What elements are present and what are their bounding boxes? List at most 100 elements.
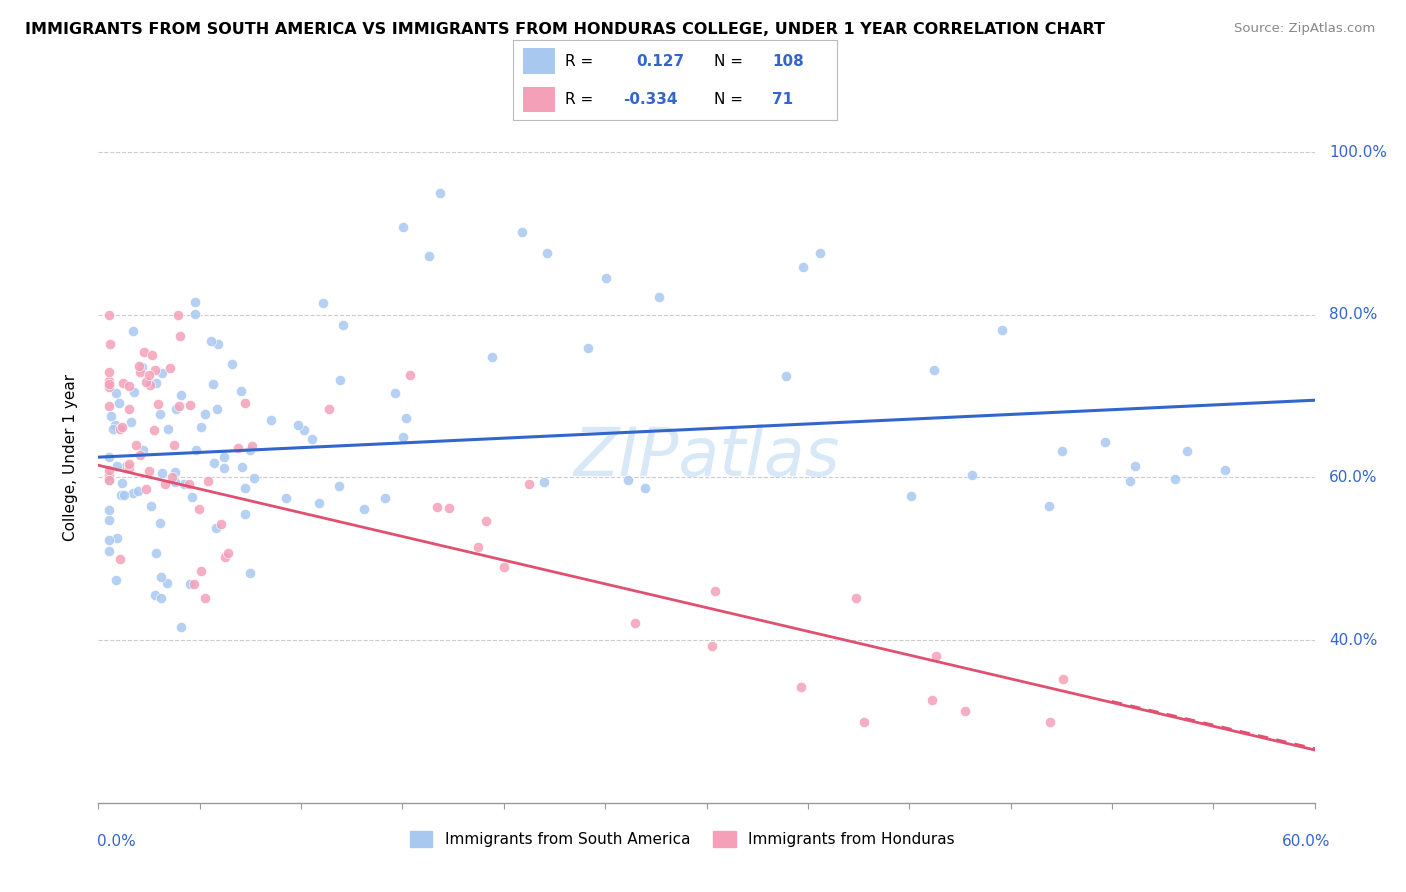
Point bbox=[97, 374, 120, 388]
Point bbox=[149, 516, 172, 531]
Point bbox=[163, 438, 186, 452]
Point bbox=[146, 397, 169, 411]
Point bbox=[221, 357, 243, 371]
Point bbox=[105, 459, 128, 474]
Point bbox=[170, 388, 193, 402]
Point bbox=[153, 477, 176, 491]
Point bbox=[239, 443, 262, 458]
Point bbox=[124, 385, 146, 400]
Point bbox=[97, 377, 120, 392]
Point bbox=[1215, 463, 1237, 477]
Point bbox=[150, 367, 173, 381]
Point bbox=[792, 260, 814, 275]
Point bbox=[1038, 500, 1060, 514]
Point bbox=[141, 500, 163, 514]
Point bbox=[301, 432, 323, 446]
Point bbox=[127, 483, 149, 498]
Point bbox=[103, 422, 125, 436]
Text: 108: 108 bbox=[772, 54, 804, 69]
Point bbox=[190, 564, 212, 578]
Point bbox=[97, 473, 120, 487]
Point bbox=[274, 491, 297, 505]
Bar bbox=[523, 87, 555, 112]
Text: 0.0%: 0.0% bbox=[97, 834, 136, 849]
Point bbox=[392, 219, 415, 234]
Legend: Immigrants from South America, Immigrants from Honduras: Immigrants from South America, Immigrant… bbox=[409, 831, 955, 847]
Point bbox=[149, 570, 172, 584]
Point bbox=[243, 471, 266, 485]
Point bbox=[128, 365, 150, 379]
Point bbox=[200, 334, 222, 348]
Point bbox=[233, 507, 256, 521]
Point bbox=[533, 475, 555, 489]
Point bbox=[138, 464, 160, 478]
Point bbox=[184, 307, 207, 321]
Point bbox=[426, 500, 449, 515]
Point bbox=[97, 365, 120, 379]
Point bbox=[108, 551, 131, 566]
Point bbox=[576, 341, 599, 355]
Point bbox=[111, 475, 134, 490]
Point bbox=[110, 488, 132, 502]
Point bbox=[138, 368, 160, 383]
Point bbox=[131, 360, 153, 375]
Point bbox=[318, 402, 340, 417]
Point bbox=[1123, 459, 1146, 474]
Point bbox=[418, 249, 440, 263]
Point bbox=[287, 417, 309, 432]
Text: 100.0%: 100.0% bbox=[1329, 145, 1388, 160]
Point bbox=[212, 450, 235, 465]
Point bbox=[226, 441, 249, 455]
Point bbox=[214, 549, 236, 564]
Point bbox=[193, 407, 215, 421]
Point bbox=[188, 501, 211, 516]
Text: 60.0%: 60.0% bbox=[1282, 834, 1330, 849]
Point bbox=[97, 503, 120, 517]
Point bbox=[209, 516, 232, 531]
Point bbox=[165, 475, 187, 489]
Point bbox=[100, 409, 122, 423]
Point bbox=[202, 456, 225, 470]
Point bbox=[353, 502, 375, 516]
Point bbox=[170, 620, 193, 634]
Point bbox=[924, 363, 946, 377]
Point bbox=[97, 463, 120, 477]
Point bbox=[204, 521, 226, 535]
Point bbox=[108, 422, 131, 436]
Point bbox=[242, 439, 264, 453]
Point bbox=[118, 402, 141, 417]
Point bbox=[190, 420, 212, 434]
Point bbox=[122, 324, 145, 338]
Text: N =: N = bbox=[714, 92, 742, 107]
Point bbox=[97, 473, 120, 487]
Point bbox=[991, 323, 1014, 337]
Point bbox=[163, 465, 186, 479]
Point bbox=[98, 336, 121, 351]
Point bbox=[921, 693, 943, 707]
Point bbox=[118, 379, 141, 393]
Point bbox=[201, 376, 224, 391]
Point bbox=[925, 649, 948, 664]
Point bbox=[166, 308, 188, 322]
Point bbox=[181, 490, 204, 504]
Text: 71: 71 bbox=[772, 92, 793, 107]
Point bbox=[374, 491, 396, 505]
Point bbox=[960, 468, 983, 483]
Text: 0.127: 0.127 bbox=[636, 54, 685, 69]
Point bbox=[953, 704, 976, 718]
Point bbox=[143, 588, 166, 602]
Point bbox=[145, 546, 167, 560]
Point bbox=[97, 308, 120, 322]
Point bbox=[105, 385, 128, 400]
Point bbox=[105, 531, 128, 545]
Point bbox=[194, 591, 217, 606]
Point bbox=[135, 482, 157, 496]
Point bbox=[259, 413, 281, 427]
Point bbox=[329, 373, 352, 387]
Point bbox=[292, 423, 315, 437]
Point bbox=[111, 420, 134, 434]
Point bbox=[97, 380, 120, 394]
Point bbox=[141, 348, 163, 362]
Point bbox=[328, 479, 350, 493]
Point bbox=[392, 430, 415, 444]
